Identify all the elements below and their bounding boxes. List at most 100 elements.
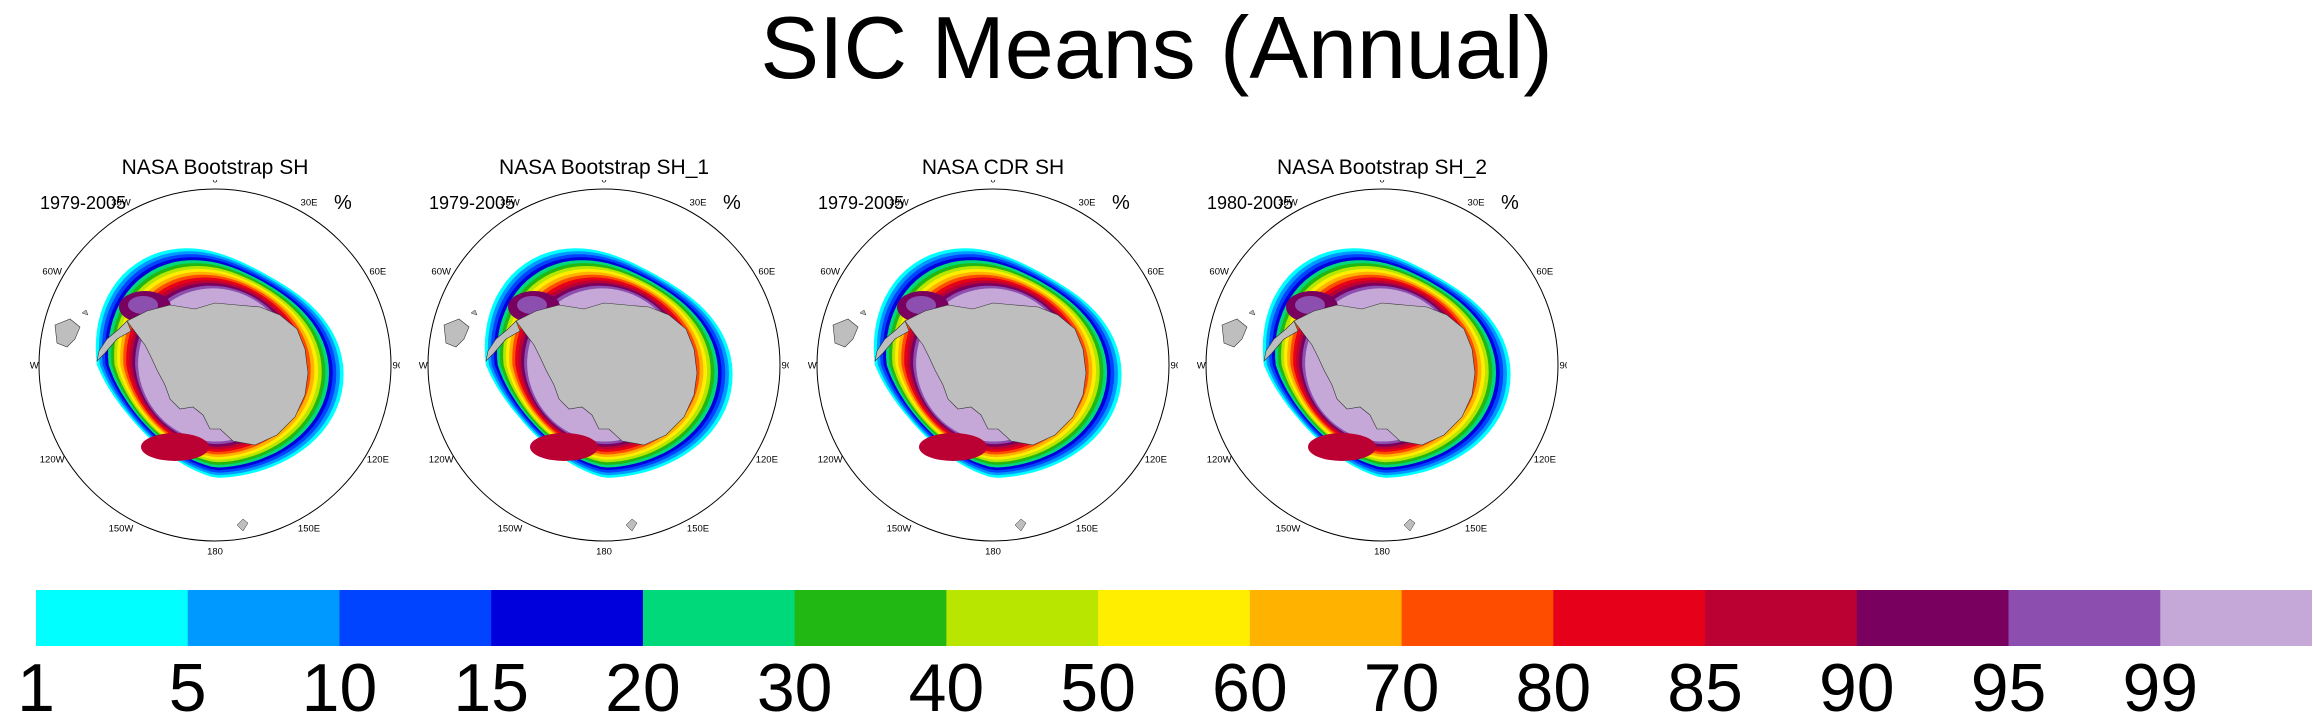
colorbar-tick-label: 50 — [1060, 650, 1136, 726]
panel-units: % — [1112, 192, 1130, 214]
longitude-label: 120W — [429, 455, 454, 466]
longitude-label: 30E — [690, 198, 707, 209]
panel-years: 1979-2005 — [429, 193, 516, 213]
panel-units: % — [723, 192, 741, 214]
longitude-label: 30W — [889, 198, 909, 209]
longitude-label: 150W — [498, 523, 523, 534]
longitude-label: 30E — [1468, 198, 1485, 209]
longitude-label: 90E — [782, 361, 789, 372]
south-america-tip — [443, 318, 470, 348]
longitude-label: 60W — [1209, 267, 1229, 278]
sic-contour-band — [128, 296, 158, 314]
colorbar-tick-label: 99 — [2122, 650, 2199, 726]
longitude-label: 30W — [111, 198, 131, 209]
longitude-label: 150W — [887, 523, 912, 534]
longitude-label: 0 — [990, 180, 995, 186]
colorbar-tick-label: 1 — [17, 650, 55, 726]
colorbar-tick-label: 5 — [168, 650, 207, 726]
polar-map: 0 30E 60E 90E 120E 150E 180 150W 120W 90W 60W 30W — [808, 180, 1178, 558]
colorbar-segment — [946, 590, 1099, 646]
sic-contour-band — [517, 296, 547, 314]
longitude-label: 60E — [758, 267, 775, 278]
new-zealand — [625, 518, 638, 532]
colorbar-segment — [794, 590, 947, 646]
longitude-label: 60E — [1536, 267, 1553, 278]
longitude-label: 90W — [808, 361, 817, 372]
longitude-label: 150E — [1076, 523, 1098, 534]
longitude-label: 0 — [212, 180, 217, 186]
panel-years: 1980-2005 — [1207, 193, 1294, 213]
map-panel: NASA CDR SH 1979-2005 % 0 30E 60E 90E 120E 15… — [808, 150, 1198, 570]
falkland-islands — [859, 309, 867, 316]
longitude-label: 120W — [1207, 455, 1232, 466]
antarctic-peninsula — [96, 320, 132, 362]
panel-title: NASA CDR SH — [921, 156, 1065, 179]
colorbar-tick-label: 85 — [1667, 650, 1743, 726]
colorbar-segment — [339, 590, 492, 646]
south-america-tip — [832, 318, 859, 348]
longitude-label: 0 — [601, 180, 606, 186]
new-zealand — [1014, 518, 1027, 532]
longitude-label: 120W — [40, 455, 65, 466]
colorbar-tick-label: 10 — [301, 650, 378, 726]
polar-map: 0 30E 60E 90E 120E 150E 180 150W 120W 90W 60W 30W — [419, 180, 789, 558]
sic-contour-band — [919, 433, 987, 461]
longitude-label: 120W — [818, 455, 843, 466]
antarctic-peninsula — [485, 320, 521, 362]
polar-map: 0 30E 60E 90E 120E 150E 180 150W 120W 90W 60W 30W — [1197, 180, 1567, 558]
panel-years: 1979-2005 — [818, 193, 905, 213]
panel-title: NASA Bootstrap SH — [121, 156, 309, 179]
panel-title: NASA Bootstrap SH_1 — [498, 156, 710, 179]
antarctica-landmass — [1293, 302, 1476, 446]
colorbar-segment — [491, 590, 644, 646]
longitude-label: 30E — [1079, 198, 1096, 209]
colorbar-tick-label: 90 — [1818, 650, 1895, 726]
colorbar-segment — [2008, 590, 2161, 646]
colorbar-segment — [36, 590, 189, 646]
colorbar-segment — [187, 590, 340, 646]
longitude-label: 60W — [42, 267, 62, 278]
antarctic-peninsula — [874, 320, 910, 362]
sic-contour-band — [530, 433, 598, 461]
figure-title: SIC Means (Annual) — [760, 0, 1553, 97]
longitude-label: 90W — [419, 361, 428, 372]
colorbar-tick-label: 60 — [1212, 650, 1288, 726]
colorbar-tick-label: 80 — [1515, 650, 1592, 726]
longitude-label: 0 — [1379, 180, 1384, 186]
longitude-label: 150E — [1465, 523, 1487, 534]
new-zealand — [1403, 518, 1416, 532]
longitude-label: 60W — [431, 267, 451, 278]
colorbar-segment — [1249, 590, 1403, 646]
longitude-label: 120E — [367, 455, 389, 466]
map-panel: NASA Bootstrap SH 1979-2005 % 0 30E 60E 90E… — [30, 150, 420, 570]
panel-units: % — [1501, 192, 1519, 214]
longitude-label: 30W — [1278, 198, 1298, 209]
map-panel: NASA Bootstrap SH_1 1979-2005 % 0 30E 60E 9… — [419, 150, 809, 570]
longitude-label: 60E — [1147, 267, 1164, 278]
panel-units: % — [334, 192, 352, 214]
panel-title: NASA Bootstrap SH_2 — [1276, 156, 1488, 179]
longitude-label: 150W — [109, 523, 134, 534]
longitude-label: 90W — [1197, 361, 1206, 372]
longitude-label: 90E — [393, 361, 400, 372]
longitude-label: 120E — [1534, 455, 1556, 466]
sic-contour-band — [1295, 296, 1325, 314]
south-america-tip — [54, 318, 81, 348]
longitude-label: 30E — [301, 198, 318, 209]
longitude-label: 120E — [1145, 455, 1167, 466]
colorbar-segment — [1098, 590, 1251, 646]
colorbar-segment — [1401, 590, 1554, 646]
longitude-label: 60W — [820, 267, 840, 278]
colorbar — [36, 590, 2312, 646]
longitude-label: 180 — [985, 547, 1001, 558]
longitude-label: 120E — [756, 455, 778, 466]
longitude-label: 150E — [298, 523, 320, 534]
sic-contour-band — [141, 433, 209, 461]
colorbar-segment — [1856, 590, 2010, 646]
longitude-label: 90W — [30, 361, 39, 372]
longitude-label: 90E — [1171, 361, 1178, 372]
new-zealand — [236, 518, 249, 532]
falkland-islands — [1248, 309, 1256, 316]
map-panel: NASA Bootstrap SH_2 1980-2005 % 0 30E 60E 9… — [1197, 150, 1587, 570]
longitude-label: 60E — [369, 267, 386, 278]
